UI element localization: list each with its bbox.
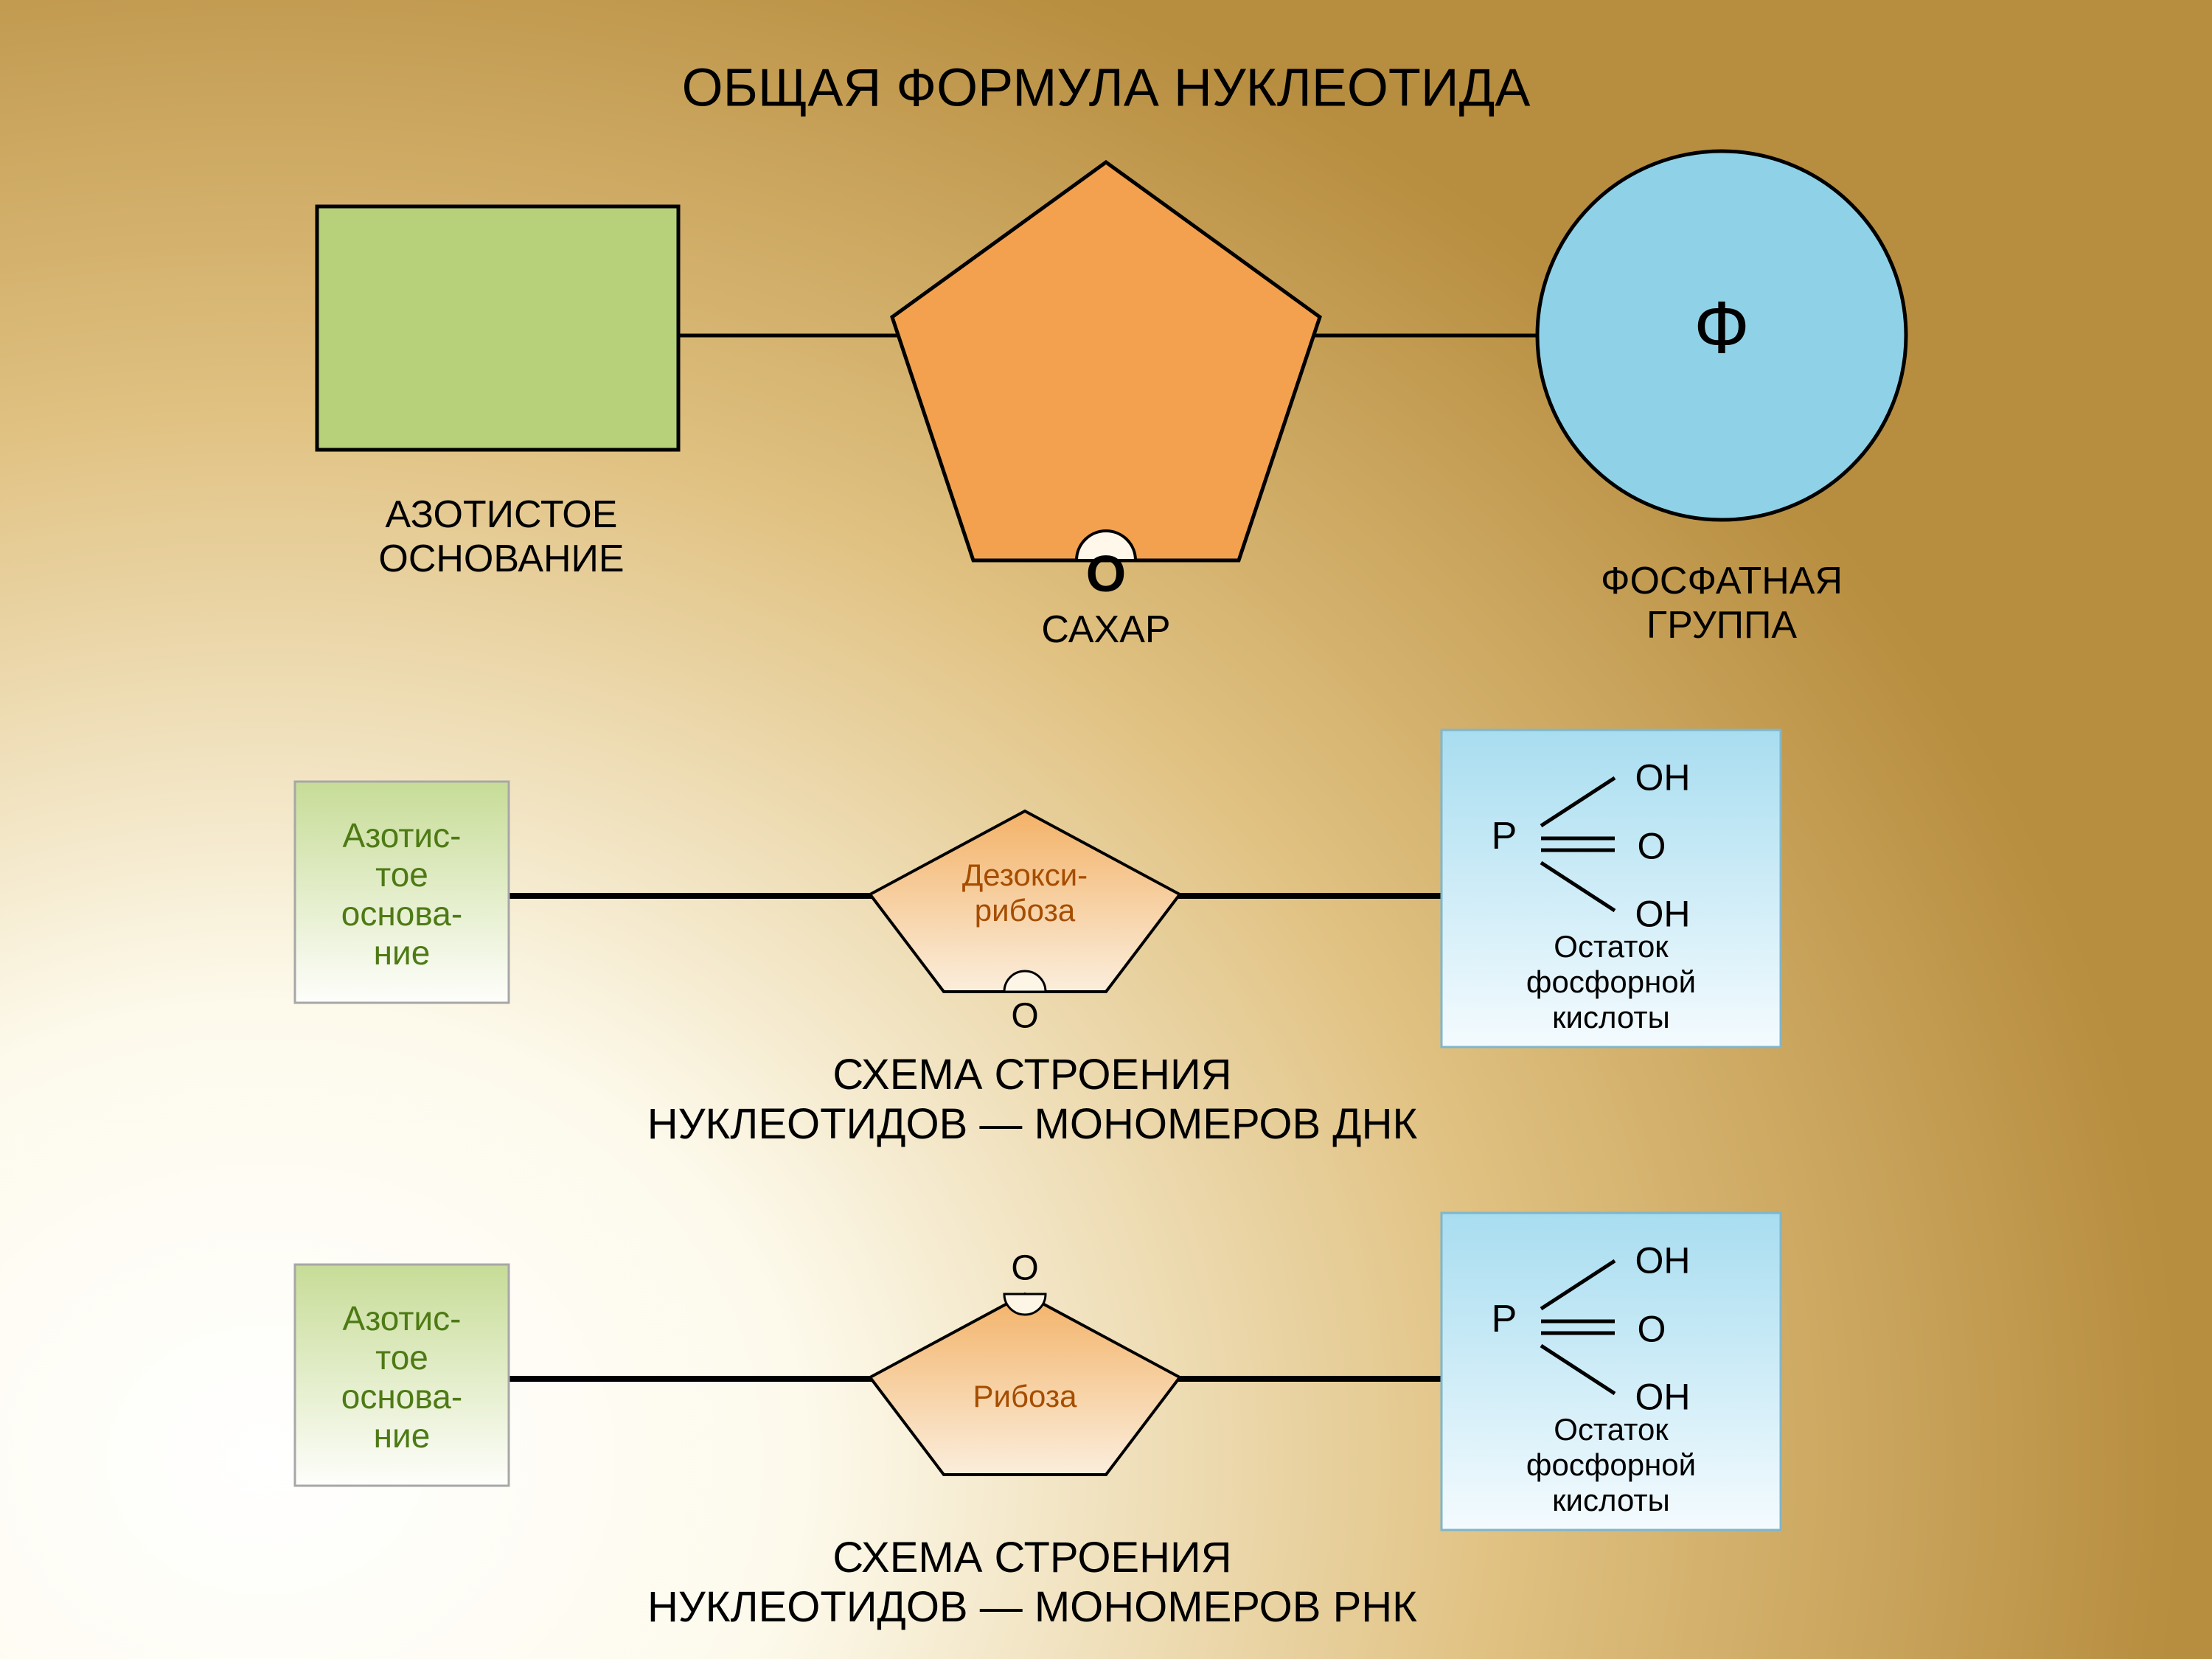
phosphate-caption: Остаток фосфорной кислоты: [1526, 929, 1696, 1036]
phosphate-group-label: ФОСФАТНАЯ ГРУППА: [1601, 560, 1843, 648]
oh-label: OH: [1635, 1239, 1691, 1282]
phosphorus-symbol: P: [1492, 815, 1517, 859]
main-title: ОБЩАЯ ФОРМУЛА НУКЛЕОТИДА: [682, 58, 1531, 119]
oh-label: OH: [1635, 757, 1691, 799]
diagram-stage: ОБЩАЯ ФОРМУЛА НУКЛЕОТИДА АЗОТИСТОЕ ОСНОВА…: [0, 0, 2212, 1659]
hex-oxygen-label: O: [1011, 995, 1038, 1036]
o-label: O: [1638, 1308, 1666, 1351]
phosphate-phi-label: Ф: [1694, 286, 1750, 371]
base-box-text: Азотис- тое основа- ние: [341, 1299, 462, 1455]
o-label: O: [1638, 825, 1666, 868]
phosphorus-symbol: P: [1492, 1298, 1517, 1342]
hex-oxygen-label: O: [1011, 1248, 1038, 1288]
oxygen-label: O: [1086, 544, 1126, 604]
nitrogenous-base-label: АЗОТИСТОЕ ОСНОВАНИЕ: [378, 493, 624, 582]
phosphate-caption: Остаток фосфорной кислоты: [1526, 1412, 1696, 1519]
scheme-caption: СХЕМА СТРОЕНИЯ НУКЛЕОТИДОВ — МОНОМЕРОВ Р…: [647, 1534, 1417, 1632]
diagram-svg: [0, 0, 2212, 1659]
sugar-hexagon-label: Дезокси- рибоза: [962, 858, 1088, 929]
base-box-text: Азотис- тое основа- ние: [341, 816, 462, 973]
scheme-caption: СХЕМА СТРОЕНИЯ НУКЛЕОТИДОВ — МОНОМЕРОВ Д…: [647, 1051, 1418, 1149]
sugar-hexagon-label: Рибоза: [973, 1379, 1077, 1414]
sugar-label: САХАР: [1041, 608, 1170, 653]
sugar-pentagon: [892, 162, 1320, 560]
nitrogenous-base-shape: [317, 206, 678, 450]
